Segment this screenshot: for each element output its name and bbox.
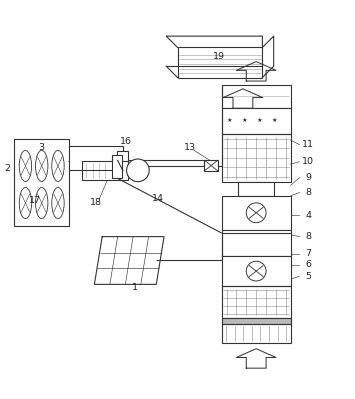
Text: 11: 11 xyxy=(302,140,314,149)
Text: 16: 16 xyxy=(120,136,132,146)
Bar xyxy=(178,47,262,77)
Text: 6: 6 xyxy=(305,261,311,269)
Bar xyxy=(222,256,291,286)
Text: 8: 8 xyxy=(305,188,311,197)
Bar xyxy=(118,151,128,168)
Bar xyxy=(82,161,128,180)
Circle shape xyxy=(127,159,149,182)
Bar xyxy=(222,318,291,324)
Bar xyxy=(204,160,218,171)
Text: 19: 19 xyxy=(213,52,225,61)
Text: 14: 14 xyxy=(152,194,164,203)
Bar xyxy=(222,233,291,256)
Bar xyxy=(222,324,291,343)
Text: ★: ★ xyxy=(227,119,232,123)
Bar xyxy=(222,286,291,318)
Text: ★: ★ xyxy=(241,119,247,123)
Bar xyxy=(113,155,122,178)
Text: 13: 13 xyxy=(184,143,196,152)
Text: 3: 3 xyxy=(38,143,44,152)
Text: 7: 7 xyxy=(305,249,311,258)
Bar xyxy=(222,134,291,182)
Bar xyxy=(222,108,291,134)
Text: 10: 10 xyxy=(302,157,314,166)
Bar xyxy=(238,182,274,196)
Bar xyxy=(222,85,291,108)
Text: 17: 17 xyxy=(29,196,41,205)
Bar xyxy=(14,139,69,226)
Text: 18: 18 xyxy=(90,198,102,207)
Text: 5: 5 xyxy=(305,272,311,281)
Text: 1: 1 xyxy=(132,283,138,292)
Bar xyxy=(222,196,291,229)
Text: 9: 9 xyxy=(305,173,311,182)
Text: 8: 8 xyxy=(305,232,311,241)
Text: 4: 4 xyxy=(305,211,311,220)
Text: 2: 2 xyxy=(5,164,11,173)
Text: ★: ★ xyxy=(256,119,262,123)
Text: ★: ★ xyxy=(271,119,277,123)
